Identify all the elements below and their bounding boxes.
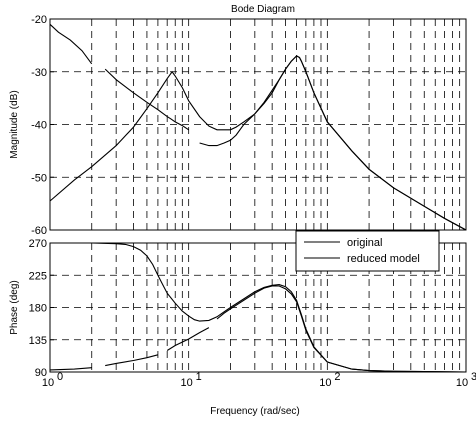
x-tick-label: 10 [319, 377, 331, 389]
mag-ytick-label: -30 [31, 67, 47, 79]
x-tick-exponent: 0 [57, 371, 63, 383]
mag-series-original [49, 55, 467, 231]
frequency-xlabel: Frequency (rad/sec) [210, 406, 299, 417]
mag-series-reduced-model [49, 23, 467, 231]
magnitude-grid [50, 19, 466, 230]
x-tick-label: 10 [181, 377, 193, 389]
x-tick-exponent: 3 [471, 371, 476, 383]
legend: original reduced model [295, 230, 440, 272]
magnitude-tick-labels: -60 -50 -40 -30 -20 [31, 14, 54, 237]
x-tick-exponent: 1 [196, 371, 202, 383]
legend-box [295, 230, 440, 272]
x-tick-label: 10 [42, 377, 54, 389]
phase-ytick-label: 180 [29, 303, 47, 315]
phase-ytick-label: 135 [29, 335, 47, 347]
mag-ytick-label: -60 [31, 225, 47, 237]
phase-ytick-label: 270 [29, 238, 47, 250]
magnitude-series [49, 23, 467, 231]
x-tick-exponent: 2 [334, 371, 340, 383]
legend-entry-original: original [347, 237, 382, 249]
mag-ytick-label: -50 [31, 172, 47, 184]
magnitude-ylabel: Magnitude (dB) [9, 90, 20, 158]
phase-ytick-label: 225 [29, 270, 47, 282]
phase-series [49, 242, 467, 373]
mag-ytick-label: -20 [31, 14, 47, 26]
phase-ylabel: Phase (deg) [9, 280, 20, 334]
phase-series-reduced-model [49, 285, 467, 373]
magnitude-panel: -60 -50 -40 -30 -20 Magnitude (dB) [9, 14, 467, 237]
x-tick-label: 10 [456, 377, 468, 389]
chart-title: Bode Diagram [231, 4, 295, 15]
phase-grid [50, 243, 466, 372]
mag-ytick-label: -40 [31, 120, 47, 132]
legend-entry-reduced-model: reduced model [347, 253, 420, 265]
phase-ytick-label: 90 [35, 367, 47, 379]
